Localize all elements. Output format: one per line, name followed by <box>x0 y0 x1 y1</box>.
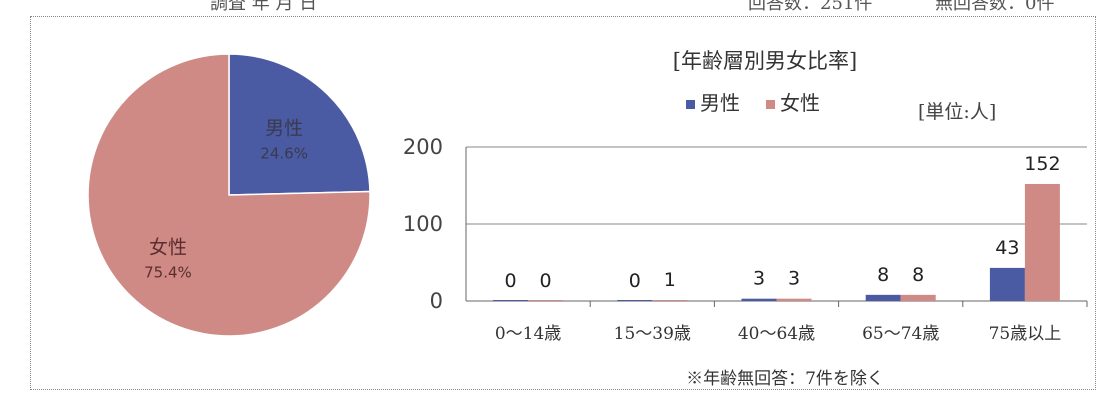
bar-male-4 <box>989 267 1025 301</box>
bar-female-2 <box>776 298 812 301</box>
x-tick-label: 15〜39歳 <box>614 324 691 344</box>
pie-label-0: 男性 <box>265 117 303 139</box>
bar-male-2 <box>741 298 777 301</box>
data-label: 1 <box>664 269 676 291</box>
bar-male-1 <box>617 300 653 301</box>
header-fragment: 調査 年 月 日 <box>210 0 318 14</box>
pie-slice-female <box>87 53 371 337</box>
pie-percent-1: 75.4% <box>144 264 192 282</box>
pie-chart: 男性 24.6% 女性 75.4% <box>87 53 371 337</box>
pie-label-1: 女性 <box>149 237 187 259</box>
pie-slice-male <box>228 53 371 196</box>
x-tick-label: 75歳以上 <box>989 324 1062 344</box>
bar-male-0 <box>493 300 529 301</box>
bar-female-4 <box>1024 183 1060 301</box>
data-label: 43 <box>995 237 1019 259</box>
top-header-strip: 調査 年 月 日 回答数：251件 無回答数：0件 <box>0 0 1105 14</box>
unanswered-count: 無回答数：0件 <box>935 0 1055 14</box>
y-tick-label: 200 <box>403 135 443 159</box>
y-tick-label: 0 <box>430 289 443 313</box>
x-tick-label: 40〜64歳 <box>738 324 815 344</box>
data-label: 3 <box>753 268 765 290</box>
chart-frame <box>30 16 1096 390</box>
x-tick-label: 65〜74歳 <box>862 324 939 344</box>
bar-chart-title: [年齢層別男女比率] <box>673 49 857 73</box>
legend-label-female: 女性 <box>780 91 820 115</box>
pie-percent-0: 24.6% <box>260 144 308 162</box>
bar-male-3 <box>865 294 901 301</box>
bar-female-0 <box>528 300 564 301</box>
legend-swatch-male <box>686 100 695 109</box>
data-label: 152 <box>1024 153 1060 175</box>
bar-female-3 <box>900 294 936 301</box>
legend: 男性 女性 <box>686 91 820 115</box>
answered-count: 回答数：251件 <box>748 0 873 14</box>
footnote: ※年齢無回答：7件を除く <box>686 369 884 389</box>
data-label: 0 <box>629 270 641 292</box>
data-label: 8 <box>877 264 889 286</box>
bar-female-1 <box>652 300 688 301</box>
legend-swatch-female <box>766 100 775 109</box>
x-tick-label: 0〜14歳 <box>495 324 561 344</box>
data-label: 0 <box>540 270 552 292</box>
data-label: 8 <box>912 264 924 286</box>
data-label: 3 <box>788 268 800 290</box>
y-tick-label: 100 <box>403 212 443 236</box>
data-label: 0 <box>505 270 517 292</box>
bar-chart: [年齢層別男女比率] 男性 女性 [単位:人] ※年齢無回答：7件を除く 010… <box>403 49 1088 389</box>
legend-label-male: 男性 <box>700 91 740 115</box>
unit-label: [単位:人] <box>918 101 996 123</box>
